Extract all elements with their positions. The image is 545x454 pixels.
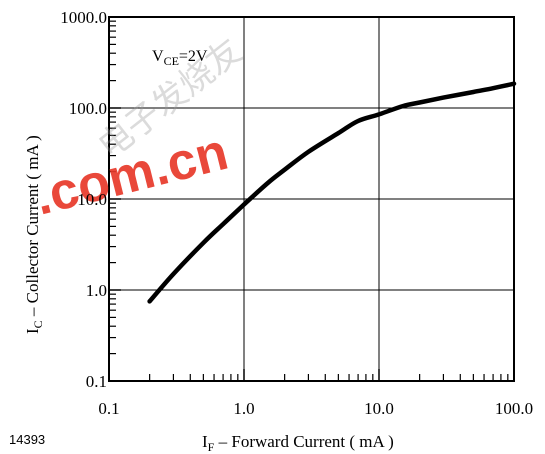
annotation-vce: VCE=2V [152,48,208,68]
x-tick-label: 1.0 [233,399,254,418]
grid-lines [109,17,514,381]
figure-id: 14393 [9,432,45,447]
y-axis-title: IC – Collector Current ( mA ) [23,135,45,334]
y-tick-label: 1000.0 [60,8,107,27]
x-tick-labels: 0.1 1.0 10.0 100.0 [98,399,533,418]
minor-ticks [108,16,515,382]
x-tick-label: 0.1 [98,399,119,418]
x-tick-label: 10.0 [364,399,394,418]
y-tick-label: 1.0 [86,281,107,300]
x-tick-label: 100.0 [495,399,533,418]
y-tick-label: 10.0 [77,190,107,209]
plot-frame [108,16,515,382]
series-line [147,81,517,304]
y-tick-labels: 0.1 1.0 10.0 100.0 1000.0 [60,8,107,391]
y-tick-label: 100.0 [69,99,107,118]
y-tick-label: 0.1 [86,372,107,391]
x-axis-title: IF – Forward Current ( mA ) [202,432,394,454]
